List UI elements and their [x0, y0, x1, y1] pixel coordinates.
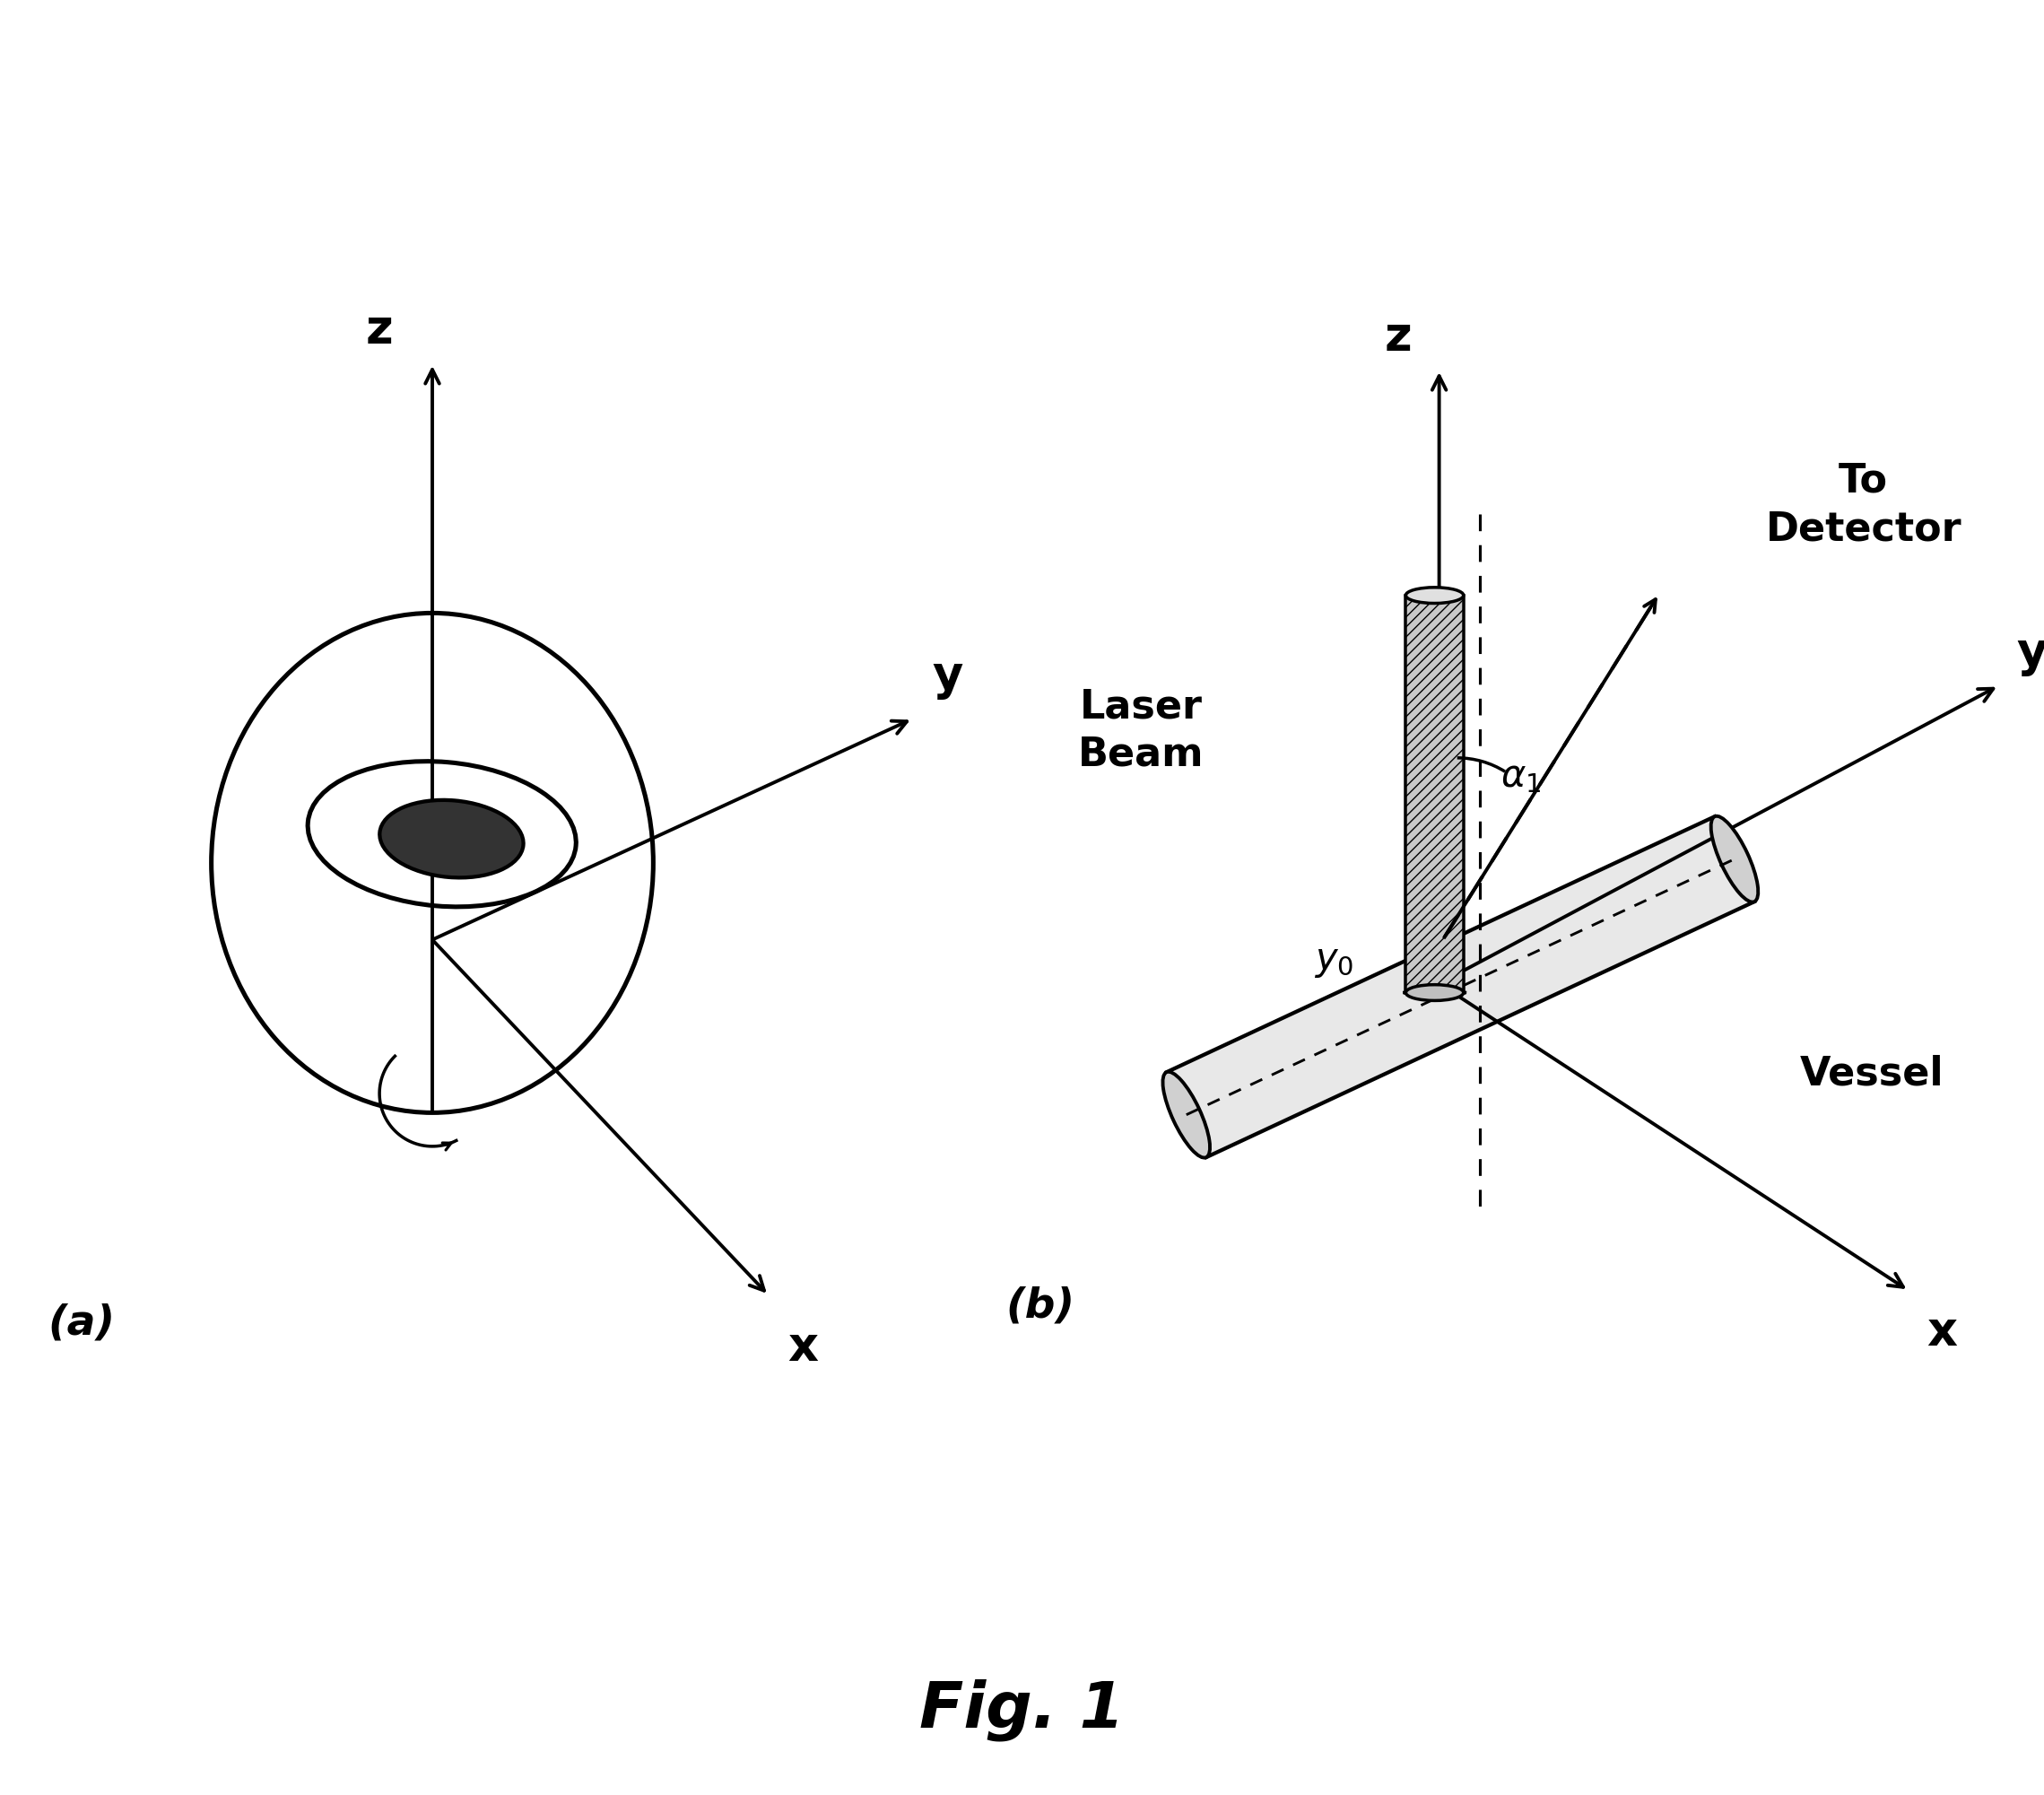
Text: y: y: [932, 653, 963, 700]
Text: Vessel: Vessel: [1801, 1055, 1944, 1093]
Text: z: z: [366, 307, 392, 354]
Text: $y_0$: $y_0$: [1314, 942, 1353, 980]
Ellipse shape: [1406, 587, 1464, 603]
Polygon shape: [1167, 817, 1754, 1158]
Ellipse shape: [1163, 1072, 1210, 1158]
Text: $\alpha_1$: $\alpha_1$: [1500, 757, 1541, 795]
Polygon shape: [1402, 987, 1466, 993]
Text: (a): (a): [47, 1303, 114, 1343]
Text: (b): (b): [1006, 1287, 1075, 1327]
Ellipse shape: [1406, 985, 1464, 1000]
Text: x: x: [787, 1325, 818, 1371]
Ellipse shape: [380, 801, 523, 878]
Text: y: y: [2017, 630, 2044, 677]
Text: z: z: [1384, 314, 1412, 361]
Text: Laser
Beam: Laser Beam: [1079, 687, 1204, 774]
Polygon shape: [1406, 596, 1464, 993]
Ellipse shape: [1711, 817, 1758, 903]
Text: To
Detector: To Detector: [1766, 461, 1962, 547]
Text: Fig. 1: Fig. 1: [920, 1678, 1124, 1741]
Text: x: x: [1927, 1309, 1958, 1355]
